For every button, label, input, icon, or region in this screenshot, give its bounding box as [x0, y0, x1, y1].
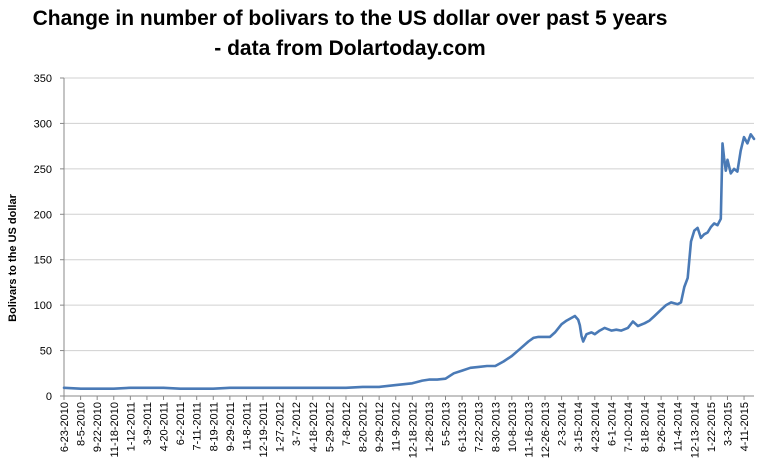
- grid-lines: [60, 77, 754, 397]
- x-tick-label-3: 11-18-2010: [109, 402, 121, 457]
- x-axis-tick-labels: 6-23-2010 8-5-2010 9-22-2010 11-18-2010 1-12…: [59, 402, 751, 458]
- axes: [63, 78, 754, 400]
- y-tick-label-50: 50: [40, 346, 52, 358]
- x-tick-label-0: 6-23-2010: [59, 402, 71, 452]
- x-tick-label-10: 9-29-2011: [225, 402, 237, 451]
- y-tick-label-350: 350: [34, 73, 52, 85]
- x-tick-label-35: 8-18-2014: [640, 402, 652, 452]
- x-tick-label-13: 1-27-2012: [275, 402, 287, 452]
- x-tick-label-39: 1-22-2015: [706, 402, 718, 452]
- y-tick-label-150: 150: [34, 255, 52, 267]
- x-tick-label-7: 6-2-2011: [175, 402, 187, 445]
- y-axis-tick-labels: 0 50 100 150 200 250 300 350: [34, 73, 52, 403]
- x-tick-label-34: 7-10-2014: [623, 402, 635, 452]
- x-tick-label-12: 12-19-2011: [258, 402, 270, 457]
- x-tick-label-38: 12-13-2014: [689, 402, 701, 458]
- y-tick-label-300: 300: [34, 118, 52, 130]
- series-lines: [62, 133, 756, 390]
- x-tick-label-20: 11-9-2012: [391, 402, 403, 451]
- x-tick-label-2: 9-22-2010: [92, 402, 104, 452]
- series-line-0: [62, 133, 756, 390]
- x-tick-label-40: 3-3-2015: [722, 402, 734, 446]
- x-tick-label-33: 6-1-2014: [606, 402, 618, 446]
- x-tick-label-25: 7-22-2013: [474, 402, 486, 452]
- x-tick-label-19: 9-29-2012: [374, 402, 386, 452]
- x-tick-label-41: 4-11-2015: [739, 402, 751, 451]
- x-tick-label-22: 1-28-2013: [424, 402, 436, 452]
- y-tick-label-200: 200: [34, 209, 52, 221]
- x-tick-label-30: 2-3-2014: [557, 402, 569, 446]
- x-tick-label-14: 3-7-2012: [291, 402, 303, 446]
- x-tick-label-27: 10-8-2013: [507, 402, 519, 452]
- x-tick-label-37: 11-4-2014: [673, 402, 685, 451]
- x-tick-label-24: 6-13-2013: [457, 402, 469, 452]
- x-tick-label-5: 3-9-2011: [142, 402, 154, 445]
- x-tick-label-18: 8-20-2012: [358, 402, 370, 452]
- x-tick-label-21: 12-18-2012: [407, 402, 419, 458]
- y-tick-label-100: 100: [34, 300, 52, 312]
- x-tick-label-32: 4-23-2014: [590, 402, 602, 452]
- chart-title: Change in number of bolivars to the US d…: [32, 7, 668, 60]
- x-tick-label-16: 5-29-2012: [324, 402, 336, 452]
- x-tick-label-26: 8-30-2013: [490, 402, 502, 452]
- x-tick-label-6: 4-20-2011: [159, 402, 171, 451]
- x-tick-label-8: 7-11-2011: [192, 402, 204, 451]
- x-tick-label-11: 11-8-2011: [241, 402, 253, 451]
- x-tick-label-1: 8-5-2010: [76, 402, 88, 446]
- y-tick-label-0: 0: [46, 391, 52, 403]
- x-tick-label-23: 5-5-2013: [440, 402, 452, 446]
- x-tick-label-28: 11-16-2013: [523, 402, 535, 457]
- x-tick-label-9: 8-19-2011: [208, 402, 220, 451]
- y-tick-label-250: 250: [34, 164, 52, 176]
- x-tick-label-17: 7-8-2012: [341, 402, 353, 446]
- x-tick-label-31: 3-15-2014: [573, 402, 585, 452]
- y-axis-title: Bolivars to the US dollar: [7, 193, 19, 321]
- x-tick-label-29: 12-26-2013: [540, 402, 552, 458]
- x-tick-label-15: 4-18-2012: [308, 402, 320, 452]
- x-tick-label-4: 1-12-2011: [125, 402, 137, 451]
- x-tick-label-36: 9-26-2014: [656, 402, 668, 452]
